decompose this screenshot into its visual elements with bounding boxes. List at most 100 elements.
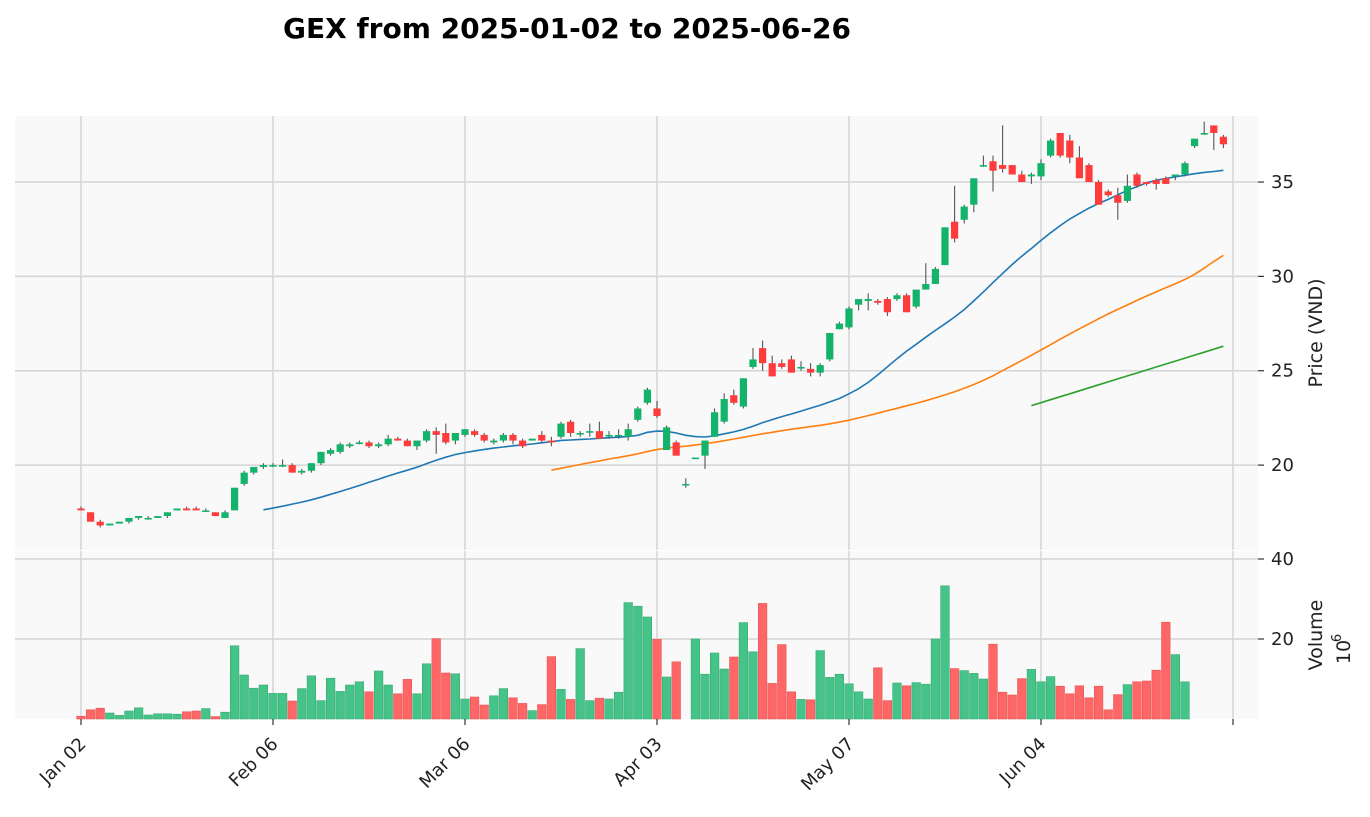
volume-bar xyxy=(969,673,979,720)
volume-bar xyxy=(364,691,374,720)
svg-text:10: 10 xyxy=(1333,640,1355,664)
chart-title: GEX from 2025-01-02 to 2025-06-26 xyxy=(283,12,851,45)
volume-bar xyxy=(825,677,835,720)
volume-bar xyxy=(700,673,710,720)
volume-bar xyxy=(124,710,134,720)
candle xyxy=(87,512,95,522)
candle xyxy=(615,429,623,439)
candle xyxy=(624,423,632,441)
candle xyxy=(864,293,872,311)
volume-bar xyxy=(988,643,998,720)
volume-bar xyxy=(258,684,269,720)
volume-bar xyxy=(767,683,777,720)
volume-bar xyxy=(930,638,940,720)
candle xyxy=(1075,146,1083,179)
volume-axis-label: Volume xyxy=(1305,600,1327,671)
candle xyxy=(970,178,978,213)
candle xyxy=(461,429,469,437)
volume-bar xyxy=(527,710,537,720)
volume-bar xyxy=(997,691,1008,720)
price-tick-label: 25 xyxy=(1271,361,1294,382)
volume-bar xyxy=(191,710,201,720)
volume-bar xyxy=(345,684,355,720)
volume-bar xyxy=(383,684,393,720)
price-tick-label: 35 xyxy=(1271,172,1294,193)
volume-bar xyxy=(719,668,729,720)
volume-bar xyxy=(86,709,96,720)
volume-bar xyxy=(1007,694,1017,720)
candle xyxy=(768,355,776,377)
candle xyxy=(720,393,728,424)
candle xyxy=(202,508,210,512)
candle xyxy=(874,299,882,305)
price-axis-label: Price (VND) xyxy=(1305,278,1327,387)
candle xyxy=(471,429,479,437)
volume-bar xyxy=(815,650,825,720)
candle xyxy=(586,423,594,437)
volume-bar xyxy=(153,713,163,720)
candle xyxy=(77,506,85,511)
volume-bar xyxy=(853,691,864,720)
volume-bar xyxy=(873,667,883,720)
volume-bar xyxy=(1046,676,1056,720)
volume-bar xyxy=(1074,685,1084,720)
volume-bar xyxy=(143,714,153,720)
volume-bar xyxy=(277,693,288,720)
volume-bar xyxy=(921,683,931,720)
candle xyxy=(442,423,450,445)
candle xyxy=(1056,132,1064,158)
candle xyxy=(1219,134,1227,149)
volume-bar xyxy=(1151,669,1161,720)
candle xyxy=(893,293,901,301)
volume-bar xyxy=(738,622,748,720)
volume-bar xyxy=(134,707,144,720)
volume-bar xyxy=(479,704,489,720)
ma20-line xyxy=(263,169,1224,511)
candle xyxy=(1171,174,1179,181)
candle xyxy=(125,517,133,524)
volume-bar xyxy=(1161,621,1171,720)
candle xyxy=(787,355,795,373)
candle xyxy=(701,440,709,469)
svg-text:6: 6 xyxy=(1330,634,1345,642)
x-tick-label: Jan 02 xyxy=(35,734,90,789)
volume-bar xyxy=(661,676,672,720)
volume-multiplier: 10 6 xyxy=(1330,634,1355,664)
volume-bar xyxy=(76,715,86,720)
candle xyxy=(375,442,383,449)
candle xyxy=(1047,138,1055,158)
candle xyxy=(855,299,863,311)
candle xyxy=(327,448,335,456)
candle xyxy=(490,438,498,445)
volume-bar xyxy=(402,679,413,720)
candle xyxy=(355,440,363,445)
x-tick-label: Feb 06 xyxy=(225,734,283,792)
volume-bar xyxy=(796,699,806,720)
volume-tick-label: 40 xyxy=(1271,549,1294,570)
candle xyxy=(413,440,421,450)
volume-bar xyxy=(498,688,509,720)
candle xyxy=(739,378,747,409)
candle xyxy=(1143,182,1151,186)
volume-bar xyxy=(114,715,124,720)
volume-bar xyxy=(709,652,720,720)
volume-bar xyxy=(210,716,221,720)
volume-bar xyxy=(95,707,105,720)
ma100-line xyxy=(1031,345,1224,407)
candle xyxy=(519,438,527,449)
volume-bar xyxy=(546,656,556,720)
x-tick-label: May 07 xyxy=(797,734,858,795)
volume-bar xyxy=(940,585,950,720)
candle xyxy=(336,442,344,454)
volume-bar xyxy=(575,648,585,720)
volume-bar xyxy=(172,713,182,720)
candle xyxy=(221,510,229,518)
candle xyxy=(663,425,671,450)
candle xyxy=(163,512,171,518)
volume-bar xyxy=(1113,694,1123,720)
volume-bar xyxy=(949,668,960,720)
volume-bar xyxy=(201,708,211,720)
candle xyxy=(96,519,104,528)
volume-bar xyxy=(834,673,844,720)
